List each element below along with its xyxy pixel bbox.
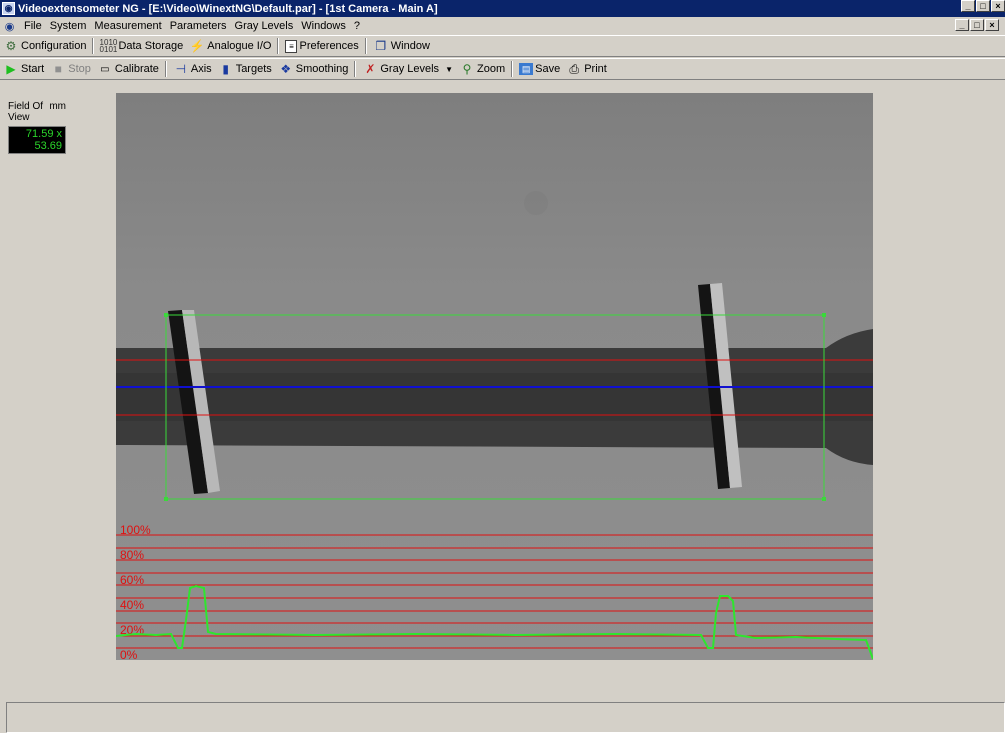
window-icon: ❐ — [375, 39, 387, 53]
mdi-close-button[interactable]: × — [985, 19, 999, 31]
stop-label: Stop — [68, 63, 91, 75]
measurement-toolbar: ▶ Start ■ Stop ▭ Calibrate ⊣ Axis ▮ Targ… — [0, 58, 1005, 80]
roi-handle[interactable] — [164, 497, 168, 501]
field-of-view-panel: Field Of View mm 71.59 x 53.69 — [8, 101, 66, 154]
title-bar: ◉ Videoextensometer NG - [E:\Video\Winex… — [0, 0, 1005, 17]
window-title: Videoextensometer NG - [E:\Video\WinextN… — [18, 2, 438, 15]
ruler-icon: ▭ — [100, 63, 110, 75]
menu-system[interactable]: System — [49, 20, 87, 32]
toolbar-separator — [164, 61, 167, 77]
smoothing-button[interactable]: ❖ Smoothing — [275, 59, 352, 79]
smoothing-label: Smoothing — [295, 63, 349, 75]
window-label: Window — [390, 40, 430, 52]
maximize-button[interactable]: □ — [976, 0, 990, 12]
stop-button[interactable]: ■ Stop — [47, 59, 94, 79]
menu-help[interactable]: ? — [353, 20, 360, 32]
analogue-io-label: Analogue I/O — [207, 40, 272, 52]
gray-axis-label-100: 100% — [120, 523, 151, 537]
preferences-label: Preferences — [299, 40, 359, 52]
mdi-minimize-button[interactable]: _ — [955, 19, 969, 31]
target-right-light — [710, 283, 742, 488]
preferences-icon: ≡ — [285, 39, 298, 53]
data-storage-button[interactable]: 1010 0101 Data Storage — [97, 36, 186, 56]
start-label: Start — [21, 63, 45, 75]
gears-icon: ⚙ — [5, 39, 17, 53]
axis-icon: ⊣ — [175, 62, 187, 76]
save-button[interactable]: ▤ Save — [516, 59, 563, 79]
field-of-view-label: Field Of View — [8, 101, 44, 123]
menu-bar: ◉ File System Measurement Parameters Gra… — [0, 17, 1005, 35]
main-toolbar: ⚙ Configuration 1010 0101 Data Storage ⚡ … — [0, 35, 1005, 57]
print-button[interactable]: ⎙ Print — [563, 59, 610, 79]
data-storage-icon: 1010 0101 — [99, 38, 118, 54]
roi-handle[interactable] — [822, 313, 826, 317]
field-of-view-unit: mm — [49, 101, 66, 112]
window-button[interactable]: ❐ Window — [370, 36, 433, 56]
stop-icon: ■ — [54, 62, 62, 76]
magnifier-icon: ⚲ — [462, 62, 472, 76]
menu-measurement[interactable]: Measurement — [94, 20, 162, 32]
toolbar-separator — [354, 61, 357, 77]
smoothing-icon: ❖ — [280, 62, 292, 76]
axis-label: Axis — [190, 63, 212, 75]
gray-levels-icon: ✗ — [365, 62, 376, 76]
configuration-button[interactable]: ⚙ Configuration — [0, 36, 89, 56]
toolbar-separator — [92, 38, 95, 54]
toolbar-separator — [277, 38, 280, 54]
close-button[interactable]: × — [991, 0, 1005, 12]
gray-levels-label: Gray Levels — [380, 63, 440, 75]
camera-image[interactable]: 100% 80% 60% 40% 20% 0% — [116, 93, 873, 660]
zoom-label: Zoom — [476, 63, 506, 75]
roi-rectangle[interactable] — [165, 314, 825, 500]
menu-parameters[interactable]: Parameters — [169, 20, 227, 32]
gray-axis-label-80: 80% — [120, 548, 144, 562]
field-of-view-value: 71.59 x 53.69 — [8, 126, 66, 154]
dropdown-arrow-icon[interactable]: ▼ — [445, 64, 453, 74]
play-icon: ▶ — [6, 62, 16, 76]
configuration-label: Configuration — [21, 40, 87, 52]
target-left-light — [182, 310, 220, 493]
toolbar-separator — [511, 61, 514, 77]
gray-axis-label-0: 0% — [120, 648, 138, 660]
targets-button[interactable]: ▮ Targets — [215, 59, 275, 79]
lightning-icon: ⚡ — [189, 39, 205, 53]
status-bar — [6, 702, 1005, 733]
targets-label: Targets — [235, 63, 272, 75]
menu-file[interactable]: File — [24, 20, 42, 32]
camera-viewport[interactable]: 100% 80% 60% 40% 20% 0% — [116, 93, 873, 660]
data-storage-label: Data Storage — [118, 40, 184, 52]
gray-axis-label-40: 40% — [120, 598, 144, 612]
gray-level-chart: 100% 80% 60% 40% 20% 0% — [116, 523, 873, 660]
minimize-button[interactable]: _ — [961, 0, 975, 12]
toolbar-separator — [364, 38, 367, 54]
gray-levels-button[interactable]: ✗ Gray Levels ▼ — [359, 59, 456, 79]
analogue-io-button[interactable]: ⚡ Analogue I/O — [186, 36, 274, 56]
start-button[interactable]: ▶ Start — [0, 59, 47, 79]
gray-level-profile — [116, 584, 873, 660]
axis-button[interactable]: ⊣ Axis — [170, 59, 215, 79]
calibrate-label: Calibrate — [114, 63, 159, 75]
save-label: Save — [535, 63, 561, 75]
save-image-icon: ▤ — [519, 63, 534, 75]
menu-gray-levels[interactable]: Gray Levels — [234, 20, 294, 32]
window-controls: _ □ × — [960, 0, 1005, 12]
mdi-restore-button[interactable]: □ — [970, 19, 984, 31]
printer-icon: ⎙ — [569, 61, 579, 76]
target-left-dark — [168, 310, 208, 494]
app-icon[interactable]: ◉ — [2, 2, 15, 15]
roi-handle[interactable] — [164, 313, 168, 317]
specimen-core — [116, 373, 873, 421]
print-label: Print — [584, 63, 607, 75]
targets-icon: ▮ — [222, 62, 229, 76]
gray-axis-label-60: 60% — [120, 573, 144, 587]
calibrate-button[interactable]: ▭ Calibrate — [94, 59, 162, 79]
image-blemish — [524, 191, 548, 215]
preferences-button[interactable]: ≡ Preferences — [282, 36, 361, 56]
zoom-button[interactable]: ⚲ Zoom — [456, 59, 508, 79]
menu-windows[interactable]: Windows — [301, 20, 346, 32]
mdi-child-icon[interactable]: ◉ — [4, 20, 15, 33]
roi-handle[interactable] — [822, 497, 826, 501]
mdi-window-controls: _ □ × — [954, 19, 999, 31]
